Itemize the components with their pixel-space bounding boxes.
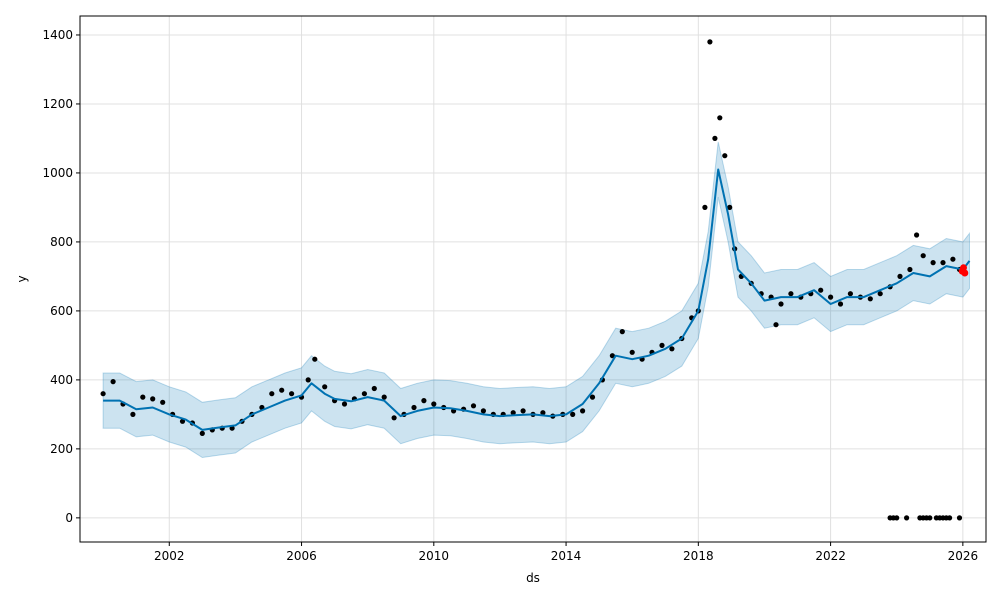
- observed-point: [907, 266, 913, 273]
- observed-point: [717, 115, 723, 121]
- observed-point: [619, 329, 625, 335]
- observed-point: [431, 401, 437, 407]
- observed-point: [421, 398, 427, 404]
- observed-point: [100, 391, 106, 397]
- observed-point: [279, 387, 285, 393]
- observed-point: [914, 232, 920, 238]
- observed-point: [305, 377, 311, 383]
- uncertainty-band: [102, 141, 970, 459]
- y-axis-label: y: [15, 275, 29, 282]
- observed-point: [570, 411, 576, 417]
- observed-point: [773, 322, 779, 328]
- grid-layer: [80, 16, 986, 542]
- forecast-line: [103, 168, 971, 431]
- observed-point: [322, 384, 328, 390]
- observed-point: [727, 204, 733, 210]
- observed-point: [140, 394, 146, 400]
- x-tick-label: 2026: [948, 549, 979, 563]
- y-tick-label: 0: [65, 511, 73, 525]
- observed-point: [847, 291, 854, 297]
- observed-point: [920, 253, 926, 259]
- observed-point: [894, 515, 900, 521]
- observed-point: [707, 39, 713, 45]
- observed-point: [341, 401, 348, 407]
- observed-point: [580, 408, 586, 414]
- uncertainty-band-layer: [102, 141, 970, 459]
- y-tick-label: 800: [50, 235, 73, 249]
- observed-point: [160, 399, 166, 405]
- observed-point: [956, 515, 963, 521]
- observed-point: [269, 391, 275, 397]
- observed-point: [510, 410, 516, 416]
- observed-point: [940, 260, 946, 266]
- forecast-line-layer: [103, 168, 971, 431]
- observed-point: [930, 260, 936, 266]
- observed-point: [361, 391, 367, 397]
- observed-point: [778, 301, 784, 307]
- x-axis-label: ds: [526, 571, 540, 585]
- observed-point: [927, 515, 933, 521]
- observed-point: [589, 394, 596, 400]
- y-tick-label: 1400: [42, 28, 73, 42]
- observed-point: [947, 515, 953, 521]
- observed-point: [199, 430, 205, 436]
- y-tick-label: 600: [50, 304, 73, 318]
- observed-point: [371, 385, 377, 392]
- observed-point: [629, 349, 635, 355]
- y-tick-label: 1000: [42, 166, 73, 180]
- observed-point: [130, 411, 136, 417]
- observed-point: [289, 391, 295, 397]
- observed-point: [411, 404, 417, 411]
- observed-point: [897, 273, 903, 279]
- observed-point: [904, 515, 910, 521]
- observed-point: [788, 291, 794, 297]
- observed-point: [381, 394, 387, 400]
- x-tick-label: 2006: [286, 549, 317, 563]
- y-tick-label: 200: [50, 442, 73, 456]
- observed-point: [722, 153, 728, 159]
- observed-point: [470, 403, 477, 409]
- observed-point: [659, 342, 665, 348]
- observed-point: [480, 408, 486, 414]
- plot-frame: [79, 15, 987, 543]
- observed-points-layer: [100, 39, 963, 521]
- observed-point: [702, 204, 708, 210]
- x-tick-label: 2018: [683, 549, 714, 563]
- observed-point: [312, 356, 318, 362]
- y-tick-label: 400: [50, 373, 73, 387]
- observed-point: [609, 353, 616, 359]
- x-tick-label: 2010: [419, 549, 450, 563]
- observed-point: [520, 408, 526, 414]
- observed-point: [110, 379, 116, 385]
- y-axis-ticks: 0 200 400 600 800 1000 1200 1400: [42, 28, 80, 525]
- y-tick-label: 1200: [42, 97, 73, 111]
- observed-point: [669, 346, 675, 352]
- highlight-points-layer: [958, 264, 969, 277]
- observed-point: [867, 296, 873, 302]
- x-axis-ticks: 2002 2006 2010 2014 2018 2022 2026: [154, 542, 978, 563]
- observed-point: [712, 135, 718, 141]
- observed-point: [540, 410, 546, 416]
- observed-point: [950, 256, 956, 262]
- x-tick-label: 2022: [815, 549, 846, 563]
- observed-point: [837, 301, 844, 307]
- x-tick-label: 2014: [551, 549, 582, 563]
- highlight-point: [961, 269, 969, 277]
- observed-point: [828, 294, 834, 300]
- observed-point: [391, 415, 397, 421]
- observed-point: [818, 287, 824, 293]
- observed-point: [150, 396, 156, 402]
- x-tick-label: 2002: [154, 549, 185, 563]
- observed-point: [877, 291, 883, 297]
